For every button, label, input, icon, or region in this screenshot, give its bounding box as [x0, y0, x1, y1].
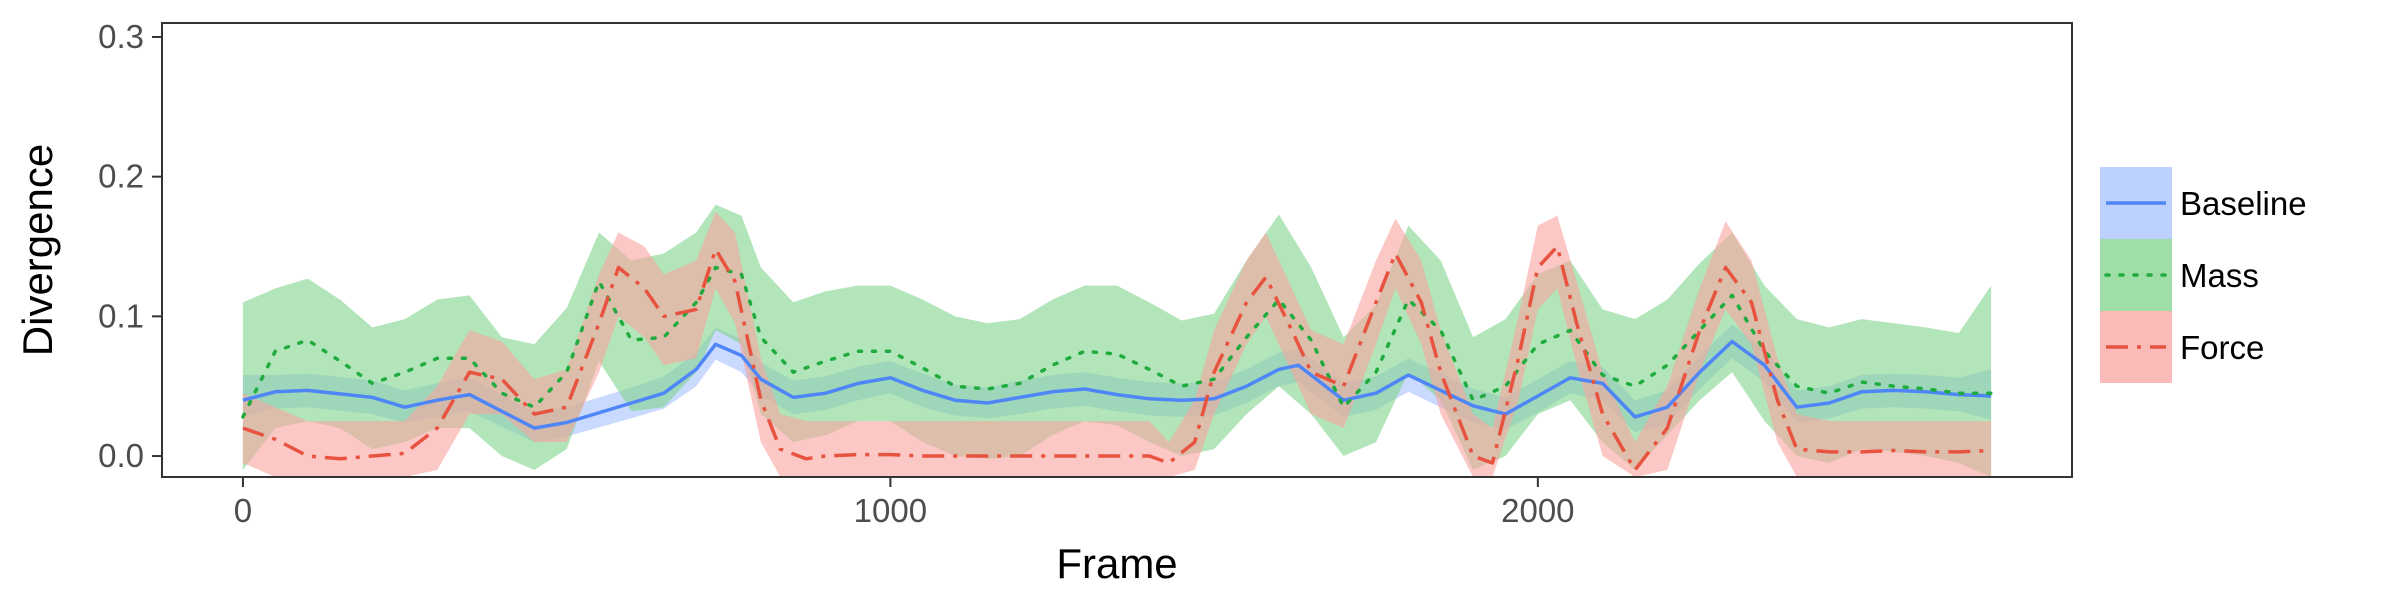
y-tick-label: 0.0 [98, 437, 144, 474]
legend-item-force: Force [2100, 311, 2264, 383]
y-tick-label: 0.2 [98, 158, 144, 195]
x-tick-label: 2000 [1501, 492, 1574, 529]
y-axis-title: Divergence [14, 144, 61, 356]
confidence-bands [242, 204, 1992, 477]
line-force [242, 244, 1992, 472]
axis-ticks [152, 35, 1539, 487]
legend-label: Baseline [2180, 185, 2307, 222]
band-force [242, 211, 1992, 477]
legend-label: Force [2180, 329, 2264, 366]
tick-labels: 0 1000 2000 0.0 0.1 0.2 0.3 [98, 18, 1574, 529]
line-mass [241, 265, 1993, 419]
series-lines [241, 244, 1993, 472]
legend-item-baseline: Baseline [2100, 167, 2307, 239]
line-baseline [242, 339, 1992, 430]
y-tick-label: 0.1 [98, 297, 144, 334]
legend-item-mass: Mass [2100, 239, 2259, 311]
legend-label: Mass [2180, 257, 2259, 294]
legend: Baseline Mass Force [2100, 167, 2307, 383]
x-axis-title: Frame [1056, 540, 1177, 587]
y-tick-label: 0.3 [98, 18, 144, 55]
x-tick-label: 1000 [854, 492, 927, 529]
x-tick-label: 0 [234, 492, 252, 529]
plot-panel-border [161, 22, 2073, 478]
